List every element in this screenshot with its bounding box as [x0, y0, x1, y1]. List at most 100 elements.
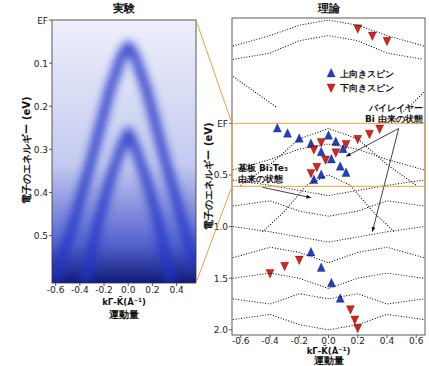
legend-marker	[327, 68, 335, 77]
y-tick	[49, 149, 52, 150]
annotation-arrowhead	[372, 227, 376, 232]
annotation-arrowhead	[306, 195, 311, 199]
y-tick-label: 0.3	[34, 145, 48, 155]
spin-marker	[295, 256, 303, 265]
band-line	[233, 77, 277, 108]
y-tick-label: EF	[37, 16, 48, 26]
band-line	[233, 247, 423, 262]
band-line	[233, 36, 423, 60]
plot-area	[56, 46, 195, 279]
y-axis-label: 電子のエネルギー (eV)	[21, 96, 32, 203]
figure: -0.6 -0.4 -0.2 0.0 0.2 0.4 EF 0.1 0.2 0.3 0.4 0.5 実験…	[0, 0, 429, 366]
y-tick	[49, 106, 52, 107]
plot-frame	[52, 20, 196, 283]
y-tick	[49, 20, 52, 21]
spin-marker	[327, 154, 335, 163]
spin-marker	[322, 156, 330, 165]
spin-marker	[266, 270, 274, 279]
y-tick-label: 0.5	[214, 170, 228, 180]
x-axis-label: kΓ̄-K̄(Å⁻¹)	[102, 296, 146, 307]
x-tick-label: 0.0	[121, 285, 136, 295]
x-tick-label: 0.0	[321, 336, 336, 346]
zoom-connector	[196, 186, 232, 283]
zoom-box	[232, 123, 425, 186]
spin-marker	[284, 129, 292, 138]
spin-marker	[332, 149, 340, 158]
spin-marker	[295, 134, 303, 143]
y-tick-label: 1.5	[214, 274, 228, 284]
intensity-background	[52, 20, 196, 283]
x-tick-label: 0.4	[380, 336, 395, 346]
band-line	[233, 294, 423, 304]
x-tick-label: -0.2	[95, 285, 113, 295]
y-tick	[229, 226, 232, 227]
band-line	[233, 273, 423, 288]
spin-marker	[327, 278, 335, 287]
x-tick-label: -0.4	[261, 336, 279, 346]
legend-label: 上向きスピン	[339, 69, 394, 79]
spin-marker	[332, 137, 340, 146]
y-tick-label: 0.5	[34, 231, 48, 241]
spin-marker	[336, 162, 344, 171]
y-tick-label: 2.0	[214, 325, 229, 335]
band-line	[233, 227, 423, 242]
annotation-text: 由来の状態	[238, 174, 284, 184]
x-axis-label: 運動量	[108, 309, 139, 320]
y-tick-label: 0.1	[34, 59, 48, 69]
x-tick-label: 0.2	[351, 336, 365, 346]
panel-title: 理論	[317, 2, 341, 15]
band-line	[233, 20, 423, 46]
spin-marker	[317, 138, 325, 147]
plot-frame	[232, 18, 425, 335]
annotation-text: Bi 由来の状態	[365, 114, 424, 124]
annotation-arrowhead	[346, 152, 351, 156]
spin-marker	[307, 169, 315, 178]
band-line	[233, 201, 423, 216]
spin-marker	[383, 37, 391, 46]
spin-marker	[351, 316, 359, 325]
spin-marker	[336, 294, 344, 303]
spin-marker	[325, 131, 333, 140]
y-tick	[49, 63, 52, 64]
zoom-connector	[196, 20, 232, 123]
spin-marker	[354, 135, 362, 144]
spin-marker	[307, 247, 315, 256]
plot-area	[233, 20, 423, 333]
spin-marker	[376, 125, 384, 133]
annotation-arrow	[263, 187, 311, 197]
x-tick-label: 0.2	[145, 285, 159, 295]
spin-marker	[317, 147, 325, 156]
y-tick-label: EF	[217, 119, 228, 129]
spin-marker	[317, 263, 325, 272]
band-line	[86, 132, 171, 279]
x-tick-label: -0.4	[71, 285, 89, 295]
legend-label: 下向きスピン	[339, 83, 394, 93]
spin-marker	[342, 168, 350, 177]
annotation-arrow	[372, 128, 398, 231]
spin-marker	[365, 130, 373, 139]
spin-marker	[281, 262, 289, 271]
y-axis-label: 電子のエネルギー (eV)	[203, 122, 214, 229]
spin-marker	[346, 306, 354, 315]
spin-marker	[273, 123, 281, 131]
y-tick	[49, 235, 52, 236]
spin-marker	[368, 32, 376, 41]
x-tick-label: 0.6	[409, 336, 424, 346]
x-tick-label: -0.2	[290, 336, 308, 346]
x-tick-label: 0.4	[169, 285, 184, 295]
panel-title: 実験	[112, 2, 136, 15]
band-line	[233, 314, 423, 329]
y-tick-label: 0.2	[34, 102, 48, 112]
legend-box	[324, 63, 408, 99]
y-tick	[229, 278, 232, 279]
x-tick-label: -0.6	[232, 336, 250, 346]
annotation-text: 基板 Bi₂Te₃	[237, 163, 288, 173]
annotation-text: バイレイヤー	[368, 103, 423, 113]
y-tick	[229, 329, 232, 330]
annotation-arrow	[346, 128, 399, 156]
band-line	[56, 46, 195, 279]
legend-marker	[327, 84, 335, 93]
y-tick	[49, 192, 52, 193]
x-axis-label: 運動量	[313, 355, 344, 366]
y-tick-label: 0.4	[34, 188, 49, 198]
